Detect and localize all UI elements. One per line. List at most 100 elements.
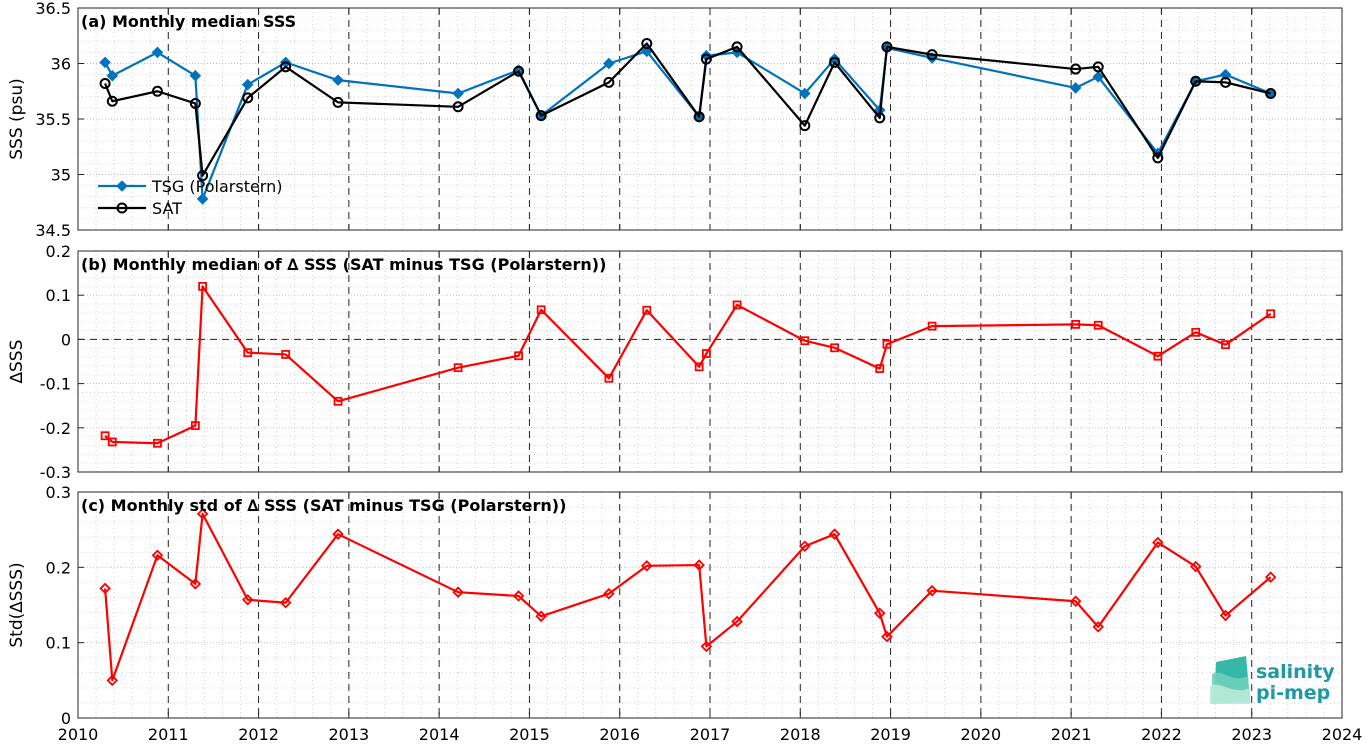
y-axis-label: Std(∆SSS): [7, 562, 27, 647]
data-point: [333, 396, 343, 406]
salinity-pi-mep-logo: salinity pi-mep: [1210, 656, 1335, 704]
x-tick-label: 2022: [1141, 725, 1182, 744]
data-point: [701, 349, 711, 358]
data-point: [243, 348, 253, 358]
series-line: [104, 42, 1271, 177]
data-point: [800, 336, 810, 346]
panel-title: (b) Monthly median of ∆ SSS (SAT minus T…: [81, 255, 606, 274]
y-tick-label: 0.1: [46, 634, 71, 653]
x-tick-label: 2016: [599, 725, 640, 744]
y-tick-label: 0.2: [46, 558, 71, 577]
data-point: [1153, 351, 1163, 361]
data-point: [1070, 63, 1082, 75]
legend-label: SAT: [152, 199, 182, 218]
data-point: [1220, 76, 1232, 88]
data-point: [196, 508, 209, 520]
data-point: [241, 78, 254, 91]
data-point: [700, 53, 712, 65]
data-point: [694, 362, 704, 372]
data-point: [926, 584, 938, 597]
data-point: [1264, 571, 1277, 583]
data-point: [189, 578, 202, 590]
x-tick-label: 2018: [780, 725, 821, 744]
data-point: [151, 46, 164, 59]
data-point: [693, 559, 705, 571]
panel-c: 0 0.1 0.2 0.3 2010 2011 2012 2013 2014 2015 2016 20…: [7, 483, 1362, 744]
data-point: [799, 120, 811, 132]
y-tick-label: 0: [61, 330, 71, 349]
x-tick-label: 2014: [419, 725, 460, 744]
data-point: [107, 437, 117, 447]
data-point: [799, 540, 811, 553]
data-point: [828, 528, 841, 540]
series-line: [103, 512, 1272, 682]
y-tick-label: 36: [51, 55, 71, 74]
data-point: [927, 321, 937, 331]
data-point: [512, 590, 525, 602]
y-tick-label: 0.3: [46, 483, 71, 502]
data-point: [453, 363, 463, 373]
data-point: [926, 49, 938, 61]
logo-line-2: pi-mep: [1256, 682, 1330, 704]
logo-wave-icon: [1210, 656, 1250, 704]
data-point: [106, 95, 118, 107]
data-point: [279, 596, 292, 609]
data-point: [1266, 309, 1276, 319]
data-point: [153, 438, 162, 448]
data-point: [197, 170, 209, 182]
data-point: [875, 364, 885, 373]
data-point: [882, 339, 892, 349]
data-point: [1191, 327, 1201, 337]
data-point: [536, 305, 546, 315]
y-tick-label: 35.5: [35, 110, 71, 129]
data-point: [151, 549, 164, 562]
data-point: [190, 421, 200, 430]
data-point: [873, 607, 886, 620]
data-point: [732, 300, 742, 310]
panels: 34.5 35 35.5 36 36.5 (a) Monthly median SSS SS…: [7, 0, 1362, 744]
data-point: [1092, 71, 1105, 83]
series-line: [104, 285, 1272, 445]
x-tick-label: 2011: [148, 725, 189, 744]
legend-marker: [116, 202, 128, 214]
data-point: [99, 77, 111, 89]
data-point: [452, 101, 464, 113]
data-point: [535, 110, 547, 122]
data-point: [1190, 75, 1202, 87]
data-point: [1069, 595, 1082, 608]
y-tick-label: 0: [61, 709, 71, 728]
data-point: [881, 41, 893, 53]
data-point: [513, 65, 525, 77]
x-tick-label: 2021: [1051, 725, 1092, 744]
data-point: [926, 52, 938, 64]
data-point: [1265, 87, 1277, 99]
data-point: [1152, 152, 1164, 164]
data-point: [1221, 340, 1230, 350]
data-point: [731, 615, 743, 628]
y-tick-label: -0.3: [40, 463, 71, 482]
y-tick-label: -0.2: [40, 419, 71, 438]
data-point: [874, 112, 886, 124]
grid: [78, 7, 1342, 231]
data-point: [603, 587, 615, 600]
data-point: [196, 193, 209, 205]
data-point: [700, 640, 713, 653]
data-point: [99, 582, 111, 595]
data-point: [452, 87, 464, 100]
x-tick-label: 2019: [870, 725, 911, 744]
data-point: [452, 586, 464, 598]
y-axis-label: SSS (psu): [7, 78, 27, 159]
series-delta: [100, 281, 1276, 448]
legend-label: TSG (Polarstern): [151, 177, 282, 196]
data-point: [198, 281, 207, 291]
data-point: [100, 431, 110, 441]
panel-title: (c) Monthly std of ∆ SSS (SAT minus TSG …: [81, 496, 566, 515]
x-tick-label: 2010: [58, 725, 99, 744]
logo-line-1: salinity: [1256, 661, 1335, 683]
data-point: [731, 41, 743, 53]
data-point: [332, 528, 344, 540]
data-point: [535, 610, 547, 623]
x-tick-label: 2017: [690, 725, 731, 744]
data-point: [332, 96, 344, 108]
data-point: [189, 69, 202, 82]
